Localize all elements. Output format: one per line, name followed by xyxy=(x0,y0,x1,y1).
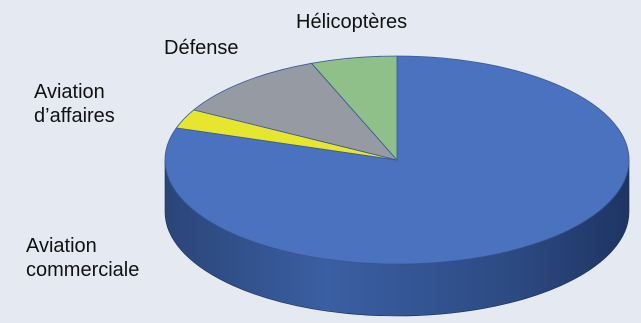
slice-label-line1: Défense xyxy=(164,37,239,59)
slice-label-line1: Aviation xyxy=(26,235,97,257)
pie-top-layer xyxy=(164,55,630,265)
slice-label-aviation-commerciale: Aviation commerciale xyxy=(26,234,139,282)
pie-slice-helicopteres xyxy=(311,55,398,161)
slice-label-line2: d’affaires xyxy=(34,105,115,127)
slice-label-aviation-affaires: Aviation d’affaires xyxy=(34,80,115,128)
slice-label-line1: Hélicoptères xyxy=(296,11,408,33)
slice-label-helicopteres: Hélicoptères xyxy=(296,10,407,34)
slice-label-defense: Défense xyxy=(164,36,239,60)
slice-label-line1: Aviation xyxy=(34,81,105,103)
slice-label-line2: commerciale xyxy=(26,259,140,281)
pie-slice-aviation-commerciale xyxy=(164,55,630,265)
pie-slice-defense xyxy=(193,62,398,161)
